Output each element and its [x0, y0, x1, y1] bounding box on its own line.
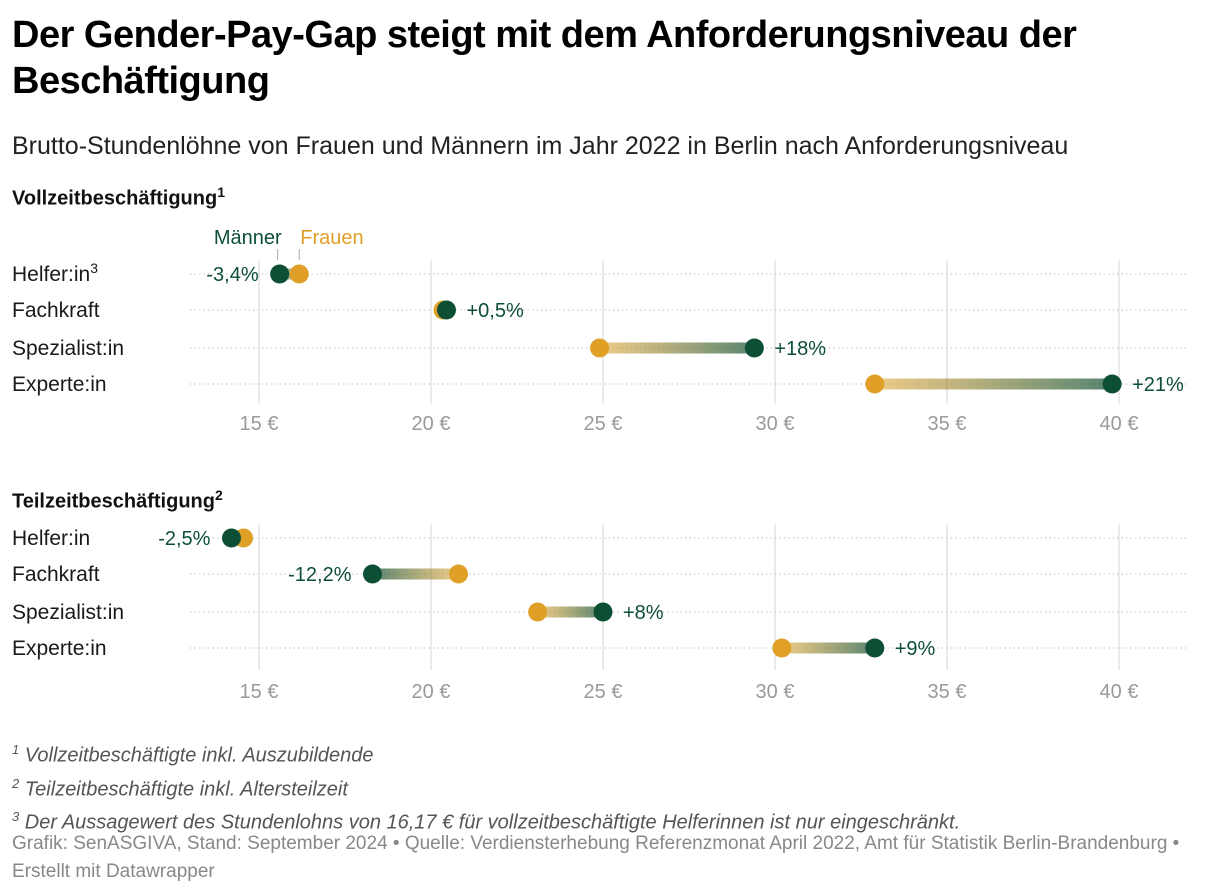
- footnote-3: 3 Der Aussagewert des Stundenlohns von 1…: [12, 809, 961, 834]
- maenner-dot: [1102, 374, 1122, 394]
- gap-label: +21%: [1132, 374, 1184, 396]
- category-label: Fachkraft: [12, 563, 100, 586]
- gap-label: +0,5%: [466, 300, 523, 322]
- category-label: Fachkraft: [12, 299, 100, 322]
- x-tick-label: 15 €: [240, 413, 279, 435]
- chart-subtitle: Brutto-Stundenlöhne von Frauen und Männe…: [12, 132, 1069, 160]
- maenner-dot: [436, 300, 456, 320]
- frauen-dot: [528, 602, 548, 622]
- credits: Grafik: SenASGIVA, Stand: September 2024…: [12, 833, 1180, 882]
- maenner-dot: [865, 638, 885, 658]
- x-tick-label: 30 €: [756, 681, 795, 703]
- footnotes: 1 Vollzeitbeschäftigte inkl. Auszubilden…: [12, 736, 960, 837]
- x-tick-label: 40 €: [1100, 681, 1139, 703]
- footnote-2: 2 Teilzeitbeschäftigte inkl. Altersteilz…: [12, 775, 348, 801]
- x-tick-label: 15 €: [240, 681, 279, 703]
- gap-label: +18%: [774, 338, 826, 360]
- panel-title-vollzeit: Vollzeitbeschäftigung1: [12, 184, 225, 210]
- x-tick-label: 35 €: [928, 681, 967, 703]
- x-tick-label: 35 €: [928, 413, 967, 435]
- gap-label: +9%: [895, 638, 936, 660]
- category-label: Experte:in: [12, 637, 107, 660]
- x-tick-label: 30 €: [756, 413, 795, 435]
- category-label: Spezialist:in: [12, 601, 124, 624]
- x-tick-label: 40 €: [1100, 413, 1139, 435]
- legend-frauen: Frauen: [300, 227, 363, 249]
- frauen-dot: [590, 338, 610, 358]
- frauen-dot: [772, 638, 792, 658]
- maenner-dot: [744, 338, 764, 358]
- chart-title: Der Gender-Pay-Gap steigt mit dem Anford…: [12, 14, 1077, 102]
- maenner-dot: [270, 264, 290, 284]
- x-tick-label: 25 €: [584, 413, 623, 435]
- frauen-dot: [289, 264, 309, 284]
- gap-label: +8%: [623, 602, 664, 624]
- legend-maenner: Männer: [214, 227, 282, 249]
- maenner-dot: [363, 564, 383, 584]
- gap-label: -12,2%: [288, 564, 352, 586]
- footnote-1: 1 Vollzeitbeschäftigte inkl. Auszubilden…: [12, 742, 374, 767]
- category-label: Spezialist:in: [12, 337, 124, 360]
- frauen-dot: [449, 564, 469, 584]
- vollzeit-chart: 15 € 20 € 25 € 30 € 35 € 40 € Helfer:in3 -3,4% F…: [12, 227, 1186, 435]
- x-tick-label: 20 €: [412, 681, 451, 703]
- category-label: Helfer:in: [12, 527, 90, 550]
- frauen-dot: [865, 374, 885, 394]
- panel-title-teilzeit: Teilzeitbeschäftigung2: [12, 487, 223, 513]
- x-tick-label: 20 €: [412, 413, 451, 435]
- category-label: Helfer:in3: [12, 260, 98, 286]
- gap-label: -2,5%: [158, 528, 210, 550]
- maenner-dot: [593, 602, 613, 622]
- maenner-dot: [221, 528, 241, 548]
- category-label: Experte:in: [12, 373, 107, 396]
- teilzeit-chart: 15 € 20 € 25 € 30 € 35 € 40 € Helfer:in -2,5% Fa…: [12, 524, 1186, 703]
- x-tick-label: 25 €: [584, 681, 623, 703]
- gap-label: -3,4%: [206, 264, 258, 286]
